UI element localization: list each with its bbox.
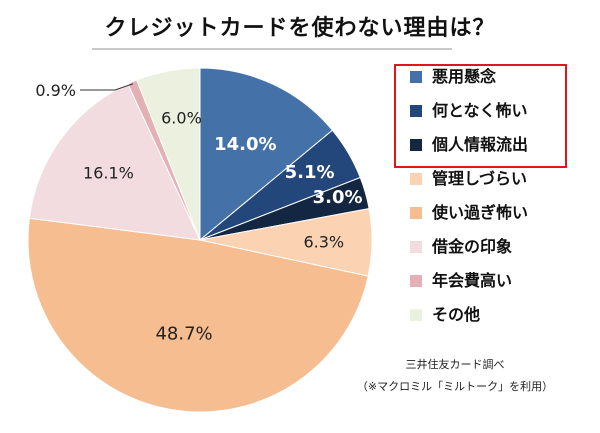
leader-line-7 (80, 83, 134, 91)
legend-label: 年会費高い (432, 271, 513, 290)
legend-swatch (410, 105, 422, 117)
pie-slice-5 (27, 217, 369, 413)
slice-value-label-2: 5.1% (285, 162, 335, 183)
legend-swatch (410, 71, 422, 83)
slice-value-label-6: 16.1% (83, 164, 134, 183)
source-line-1: 三井住友カード調べ (405, 358, 505, 371)
legend-label: 借金の印象 (432, 237, 513, 256)
legend-swatch (410, 241, 422, 253)
legend-label: 個人情報流出 (432, 135, 529, 154)
slice-value-label-1: 14.0% (214, 134, 276, 155)
pie-slice-6 (28, 83, 201, 241)
slice-value-label-5: 48.7% (155, 324, 212, 345)
slice-value-label-3: 3.0% (313, 187, 363, 208)
legend-swatch (410, 207, 422, 219)
pie-slice-1 (199, 67, 334, 242)
legend-swatch (410, 139, 422, 151)
pie-slice-8 (136, 67, 201, 241)
slice-value-label-7: 0.9% (35, 81, 76, 100)
legend-label: その他 (432, 305, 481, 324)
legend-swatch (410, 309, 422, 321)
legend-label: 管理しづらい (432, 169, 528, 188)
slice-value-label-8: 6.0% (161, 108, 202, 127)
legend-label: 何となく怖い (432, 101, 528, 120)
legend-highlight-box (394, 64, 567, 168)
chart-title: クレジットカードを使わない理由は？ (104, 16, 496, 41)
legend-label: 使い過ぎ怖い (432, 203, 529, 222)
legend-swatch (410, 173, 422, 185)
title-underline (92, 48, 452, 50)
legend-swatch (410, 275, 422, 287)
slice-value-label-4: 6.3% (303, 232, 344, 251)
source-line-2: （※マクロミル「ミルトーク」を利用） (356, 380, 554, 393)
legend-label: 悪用懸念 (432, 67, 497, 86)
